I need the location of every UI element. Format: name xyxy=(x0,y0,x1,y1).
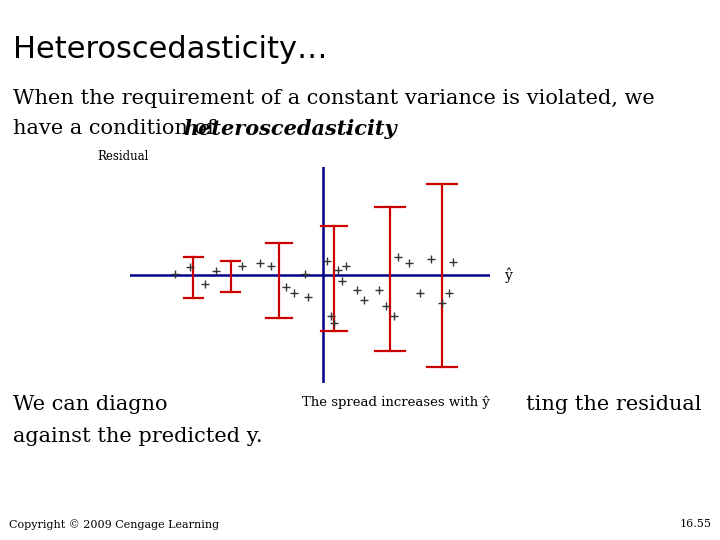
Text: ting the residual: ting the residual xyxy=(526,395,701,414)
Text: ŷ: ŷ xyxy=(505,268,513,283)
Text: heteroscedasticity: heteroscedasticity xyxy=(183,119,397,139)
Text: Copyright © 2009 Cengage Learning: Copyright © 2009 Cengage Learning xyxy=(9,519,219,530)
Text: Heteroscedasticity…: Heteroscedasticity… xyxy=(13,35,328,64)
Text: When the requirement of a constant variance is violated, we: When the requirement of a constant varia… xyxy=(13,89,654,108)
Text: 16.55: 16.55 xyxy=(680,519,711,530)
Text: Residual: Residual xyxy=(97,150,148,163)
Text: We can diagno: We can diagno xyxy=(13,395,168,414)
Text: .: . xyxy=(343,119,351,138)
Text: against the predicted y.: against the predicted y. xyxy=(13,427,263,446)
Text: have a condition of: have a condition of xyxy=(13,119,221,138)
Text: The spread increases with ŷ: The spread increases with ŷ xyxy=(302,395,490,409)
